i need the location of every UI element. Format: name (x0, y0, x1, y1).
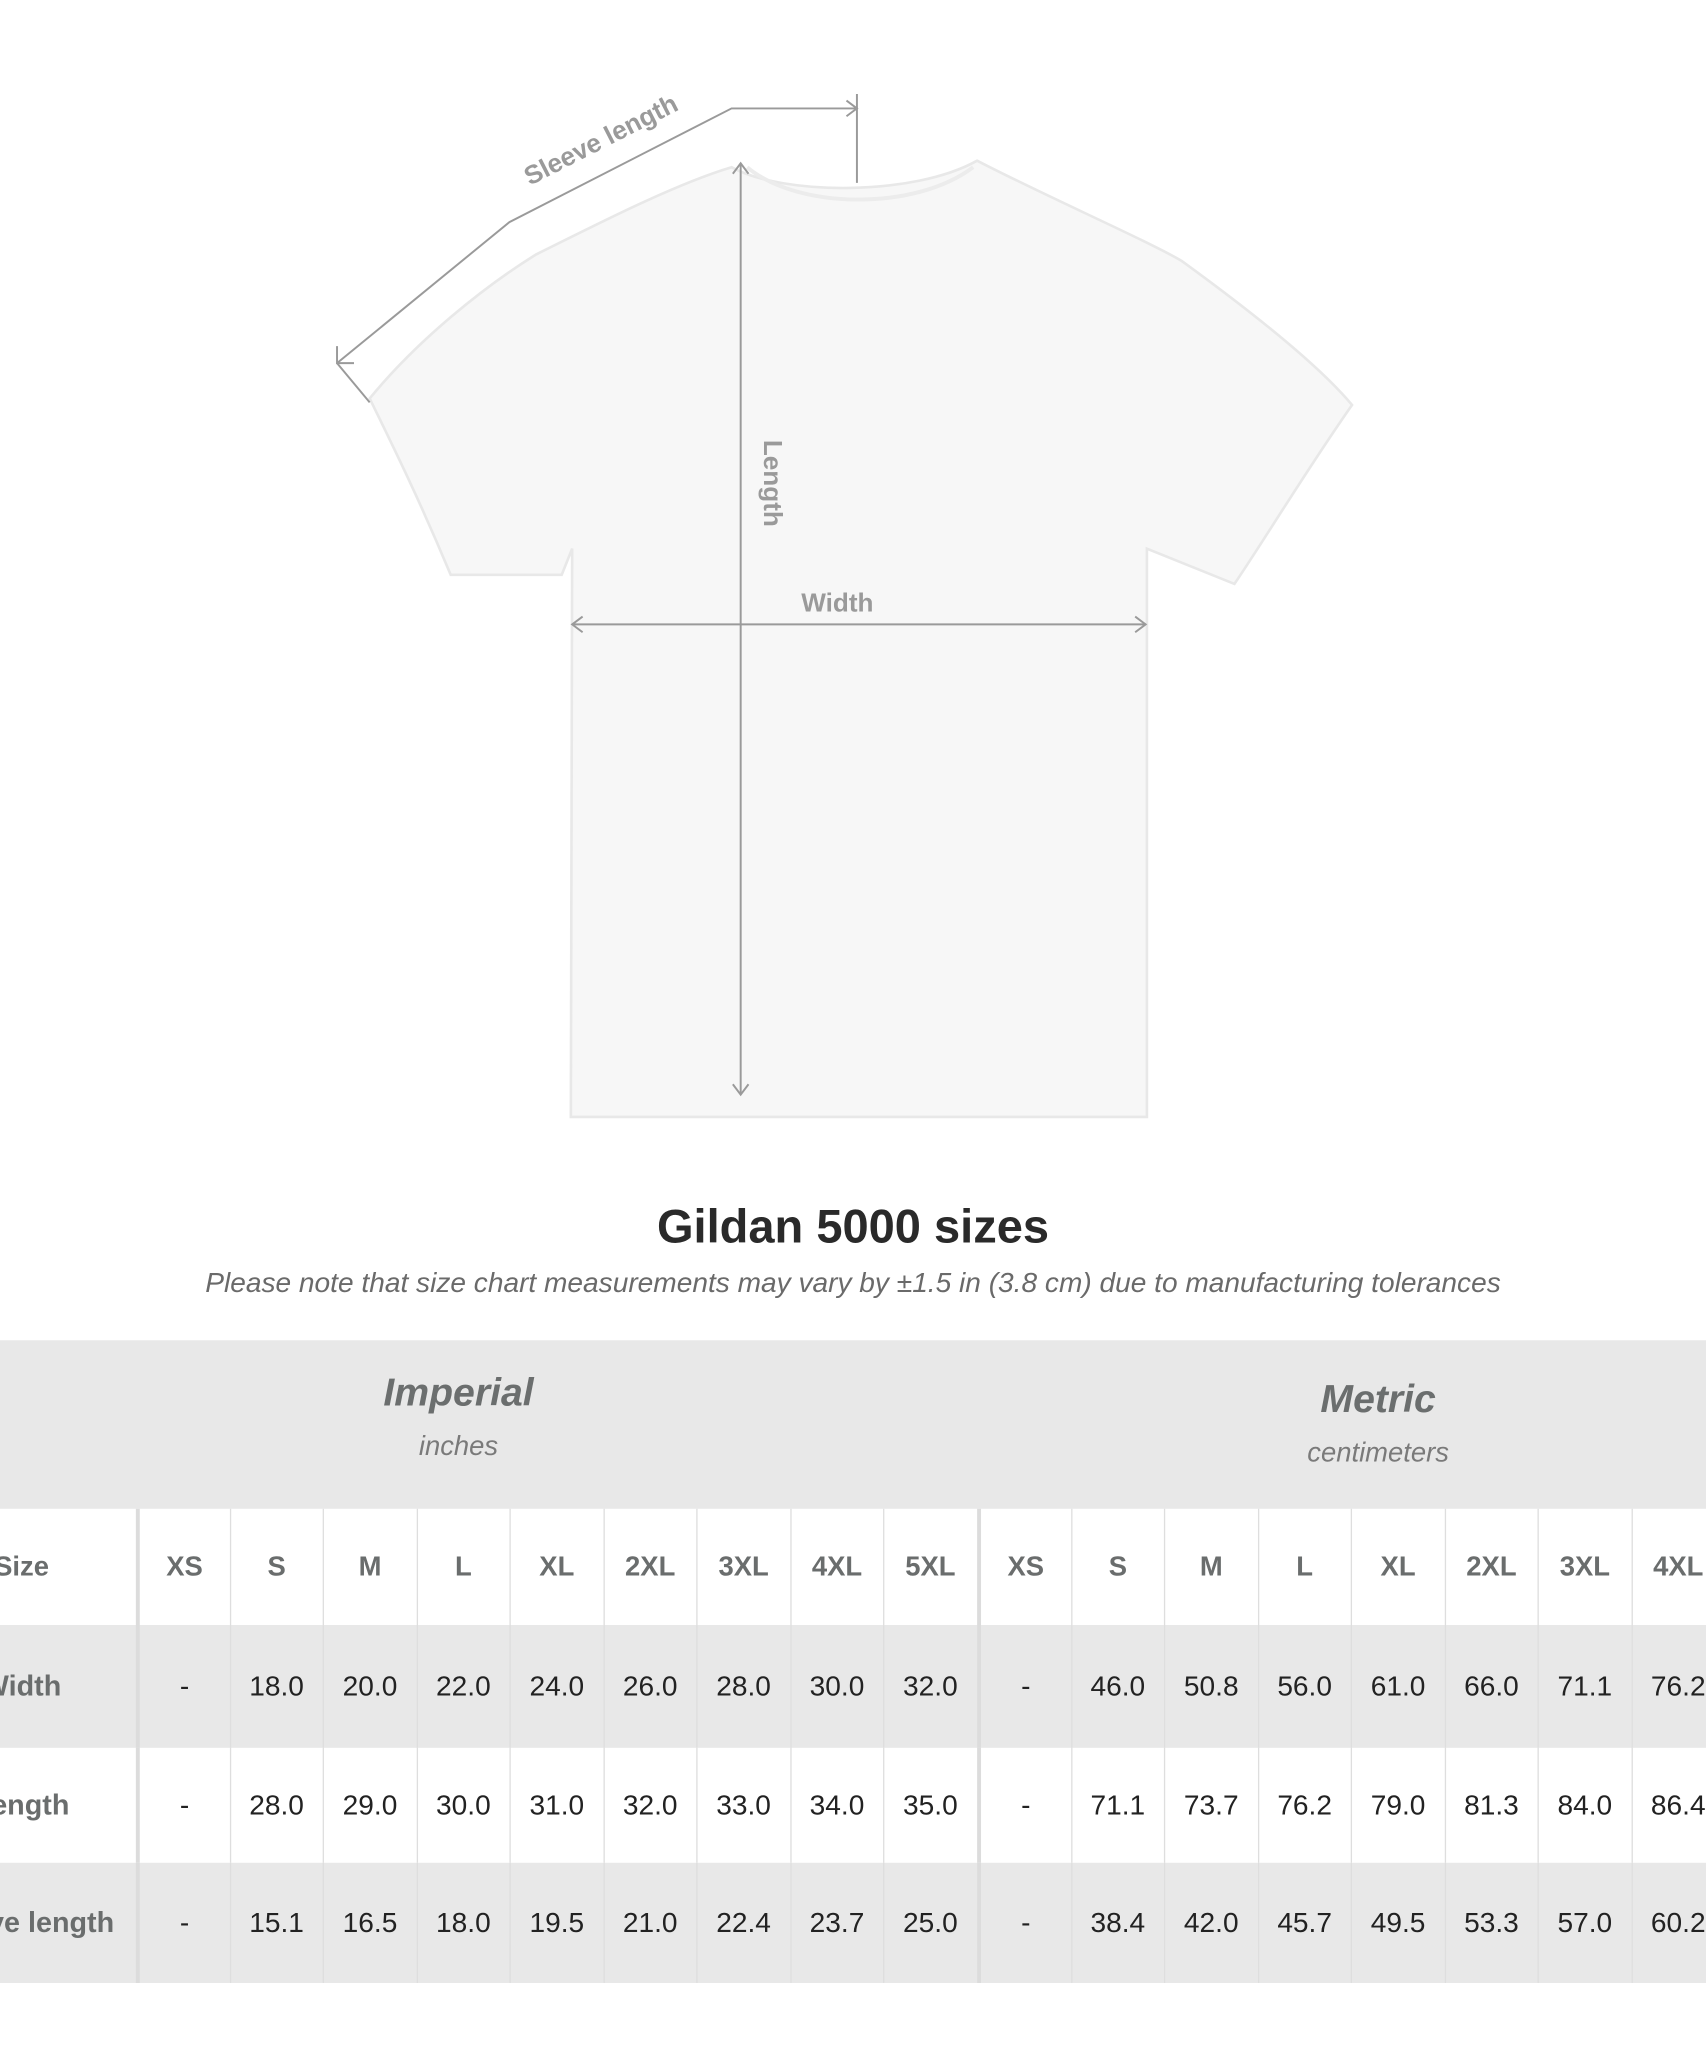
imperial-value-width: 24.0 (509, 1625, 602, 1748)
imperial-value-length: 30.0 (416, 1747, 509, 1863)
metric-value-width: 50.8 (1163, 1625, 1257, 1748)
imperial-size-2xl: 2XL (602, 1508, 696, 1626)
metric-value-length: 79.0 (1350, 1747, 1444, 1863)
imperial-value-sleeve-length: 16.5 (322, 1862, 416, 1983)
imperial-value-sleeve-length: 19.5 (509, 1862, 602, 1983)
metric-size-4xl: 4XL (1630, 1508, 1706, 1626)
imperial-value-width: 20.0 (322, 1625, 416, 1748)
metric-value-width: 76.2 (1630, 1625, 1706, 1748)
metric-value-length: 71.1 (1070, 1747, 1164, 1863)
metric-title: Metric (1320, 1378, 1436, 1422)
metric-value-sleeve-length: 60.2 (1630, 1862, 1706, 1983)
imperial-value-length: 35.0 (883, 1747, 976, 1863)
table-row-length: Length-28.029.030.031.032.033.034.035.0-… (0, 1747, 1706, 1863)
metric-value-length: 84.0 (1537, 1747, 1631, 1863)
imperial-value-width: 26.0 (602, 1625, 696, 1748)
imperial-value-width: 18.0 (229, 1625, 322, 1748)
imperial-value-sleeve-length: 22.4 (696, 1862, 789, 1983)
collar (745, 165, 975, 202)
imperial-title: Imperial (383, 1371, 534, 1415)
imperial-value-length: 31.0 (509, 1747, 602, 1863)
imperial-value-length: - (135, 1747, 229, 1863)
imperial-unit: inches (418, 1431, 499, 1462)
metric-value-width: - (977, 1625, 1070, 1748)
metric-size-2xl: 2XL (1444, 1508, 1537, 1626)
row-label-sleeve-length: Sleeve length (0, 1905, 115, 1939)
imperial-value-sleeve-length: 15.1 (229, 1862, 322, 1983)
imperial-size-3xl: 3XL (696, 1508, 789, 1626)
width-label: Width (801, 587, 873, 617)
metric-value-length: 86.4 (1630, 1747, 1706, 1863)
metric-value-sleeve-length: 42.0 (1163, 1862, 1257, 1983)
imperial-value-length: 28.0 (229, 1747, 322, 1863)
metric-header: Metric centimeters (1182, 1378, 1574, 1469)
metric-value-sleeve-length: - (977, 1862, 1070, 1983)
imperial-value-width: 28.0 (696, 1625, 789, 1748)
table-row-width: Width-18.020.022.024.026.028.030.032.0-4… (0, 1625, 1706, 1748)
length-arrowhead-bottom (732, 1083, 750, 1097)
imperial-value-width: - (135, 1625, 229, 1748)
tshirt-shape (368, 159, 1354, 1119)
imperial-value-length: 29.0 (322, 1747, 416, 1863)
metric-value-length: 76.2 (1257, 1747, 1350, 1863)
table-row-sleeve-length: Sleeve length-15.116.518.019.521.022.423… (0, 1862, 1706, 1983)
imperial-value-sleeve-length: 23.7 (789, 1862, 883, 1983)
metric-value-width: 46.0 (1070, 1625, 1164, 1748)
metric-size-l: L (1257, 1508, 1350, 1626)
imperial-value-length: 32.0 (602, 1747, 696, 1863)
imperial-size-4xl: 4XL (789, 1508, 883, 1626)
imperial-size-m: M (322, 1508, 416, 1626)
metric-value-width: 56.0 (1257, 1625, 1350, 1748)
metric-value-width: 61.0 (1350, 1625, 1444, 1748)
metric-size-xl: XL (1350, 1508, 1444, 1626)
imperial-value-sleeve-length: - (135, 1862, 229, 1983)
imperial-value-width: 30.0 (789, 1625, 883, 1748)
width-arrowhead-left (570, 615, 584, 634)
length-label: Length (758, 440, 788, 527)
metric-value-length: 81.3 (1444, 1747, 1537, 1863)
metric-value-sleeve-length: 57.0 (1537, 1862, 1631, 1983)
metric-value-sleeve-length: 45.7 (1257, 1862, 1350, 1983)
imperial-size-xl: XL (509, 1508, 602, 1626)
metric-size-s: S (1070, 1508, 1164, 1626)
metric-size-m: M (1163, 1508, 1257, 1626)
size-header-row: SizeXSSMLXL2XL3XL4XL5XLXSSMLXL2XL3XL4XL (0, 1508, 1706, 1626)
imperial-value-length: 33.0 (696, 1747, 789, 1863)
imperial-value-sleeve-length: 18.0 (416, 1862, 509, 1983)
metric-value-width: 66.0 (1444, 1625, 1537, 1748)
imperial-size-s: S (229, 1508, 322, 1626)
imperial-size-xs: XS (135, 1508, 229, 1626)
table-header-band (0, 1340, 1706, 1509)
imperial-value-sleeve-length: 21.0 (602, 1862, 696, 1983)
sleeve-start-tick (336, 362, 371, 403)
page-title: Gildan 5000 sizes (656, 1199, 1050, 1253)
metric-value-length: - (977, 1747, 1070, 1863)
width-arrowhead-right (1134, 615, 1148, 634)
sleeve-length-arrow (336, 107, 857, 364)
length-arrowhead-top (732, 161, 750, 175)
metric-unit: centimeters (1307, 1438, 1450, 1469)
row-label-width: Width (0, 1669, 62, 1703)
row-label-length: Length (0, 1788, 70, 1821)
metric-value-sleeve-length: 53.3 (1444, 1862, 1537, 1983)
metric-value-length: 73.7 (1163, 1747, 1257, 1863)
tolerance-note: Please note that size chart measurements… (205, 1267, 1501, 1299)
imperial-size-5xl: 5XL (883, 1508, 976, 1626)
metric-size-xs: XS (977, 1508, 1070, 1626)
imperial-value-sleeve-length: 25.0 (883, 1862, 976, 1983)
metric-value-width: 71.1 (1537, 1625, 1631, 1748)
tshirt-diagram: Sleeve length Length Width (336, 88, 1354, 1119)
metric-size-3xl: 3XL (1537, 1508, 1631, 1626)
imperial-value-width: 32.0 (883, 1625, 976, 1748)
imperial-value-length: 34.0 (789, 1747, 883, 1863)
imperial-header: Imperial inches (263, 1372, 655, 1463)
imperial-value-width: 22.0 (416, 1625, 509, 1748)
imperial-size-l: L (416, 1508, 509, 1626)
row-label-size: Size (0, 1551, 50, 1582)
metric-value-sleeve-length: 38.4 (1070, 1862, 1164, 1983)
metric-value-sleeve-length: 49.5 (1350, 1862, 1444, 1983)
